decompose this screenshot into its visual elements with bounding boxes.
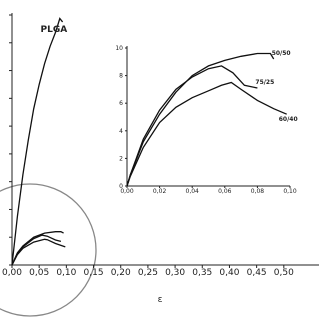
- series-label: PLGA: [41, 25, 68, 35]
- x-tick-label: 0,25: [138, 268, 158, 278]
- y-tick-label: 0: [119, 183, 123, 190]
- x-tick-label: 0,02: [153, 188, 167, 195]
- y-tick-label: 2: [119, 155, 123, 162]
- x-tick-label: 0,15: [84, 268, 104, 278]
- x-tick-label: 0,35: [192, 268, 212, 278]
- line: [11, 234, 62, 266]
- x-tick-label: 0,45: [247, 268, 267, 278]
- x-tick-label: 0,00: [2, 268, 22, 278]
- main-plot: 0,00 0,05 0,10 0,15 0,20 0,25 0,30 0,35 0,40 0,45…: [2, 13, 319, 305]
- line: [126, 65, 258, 187]
- y-tick-label: 6: [119, 100, 123, 107]
- x-tick-label: 0,04: [186, 188, 200, 195]
- series-label: 60/40: [279, 116, 298, 123]
- series-label: 75/25: [255, 79, 274, 86]
- line: [11, 17, 64, 266]
- y-tick-label: 8: [119, 73, 123, 80]
- x-tick-label: 0,00: [120, 188, 134, 195]
- y-tick-label: 10: [115, 45, 123, 52]
- x-tick-label: 0,10: [283, 188, 297, 195]
- x-tick-label: 0,20: [111, 268, 131, 278]
- highlight-circle: [0, 183, 97, 317]
- x-axis-label: ε: [158, 295, 163, 305]
- x-tick-label: 0,50: [274, 268, 294, 278]
- x-tick-label: 0,40: [219, 268, 239, 278]
- x-tick-label: 0,10: [56, 268, 76, 278]
- x-tick-label: 0,08: [251, 188, 265, 195]
- x-tick-label: 0,05: [29, 268, 49, 278]
- line: [126, 52, 275, 187]
- inset-plot: 0,00 0,02 0,04 0,06 0,08 0,10 0 2 4 6 8 10 50/50 75/2…: [115, 45, 297, 195]
- line: [126, 81, 287, 187]
- x-tick-label: 0,30: [165, 268, 185, 278]
- series-label: 50/50: [272, 50, 291, 57]
- line: [11, 238, 66, 266]
- y-tick-label: 4: [119, 128, 123, 135]
- x-tick-label: 0,06: [218, 188, 232, 195]
